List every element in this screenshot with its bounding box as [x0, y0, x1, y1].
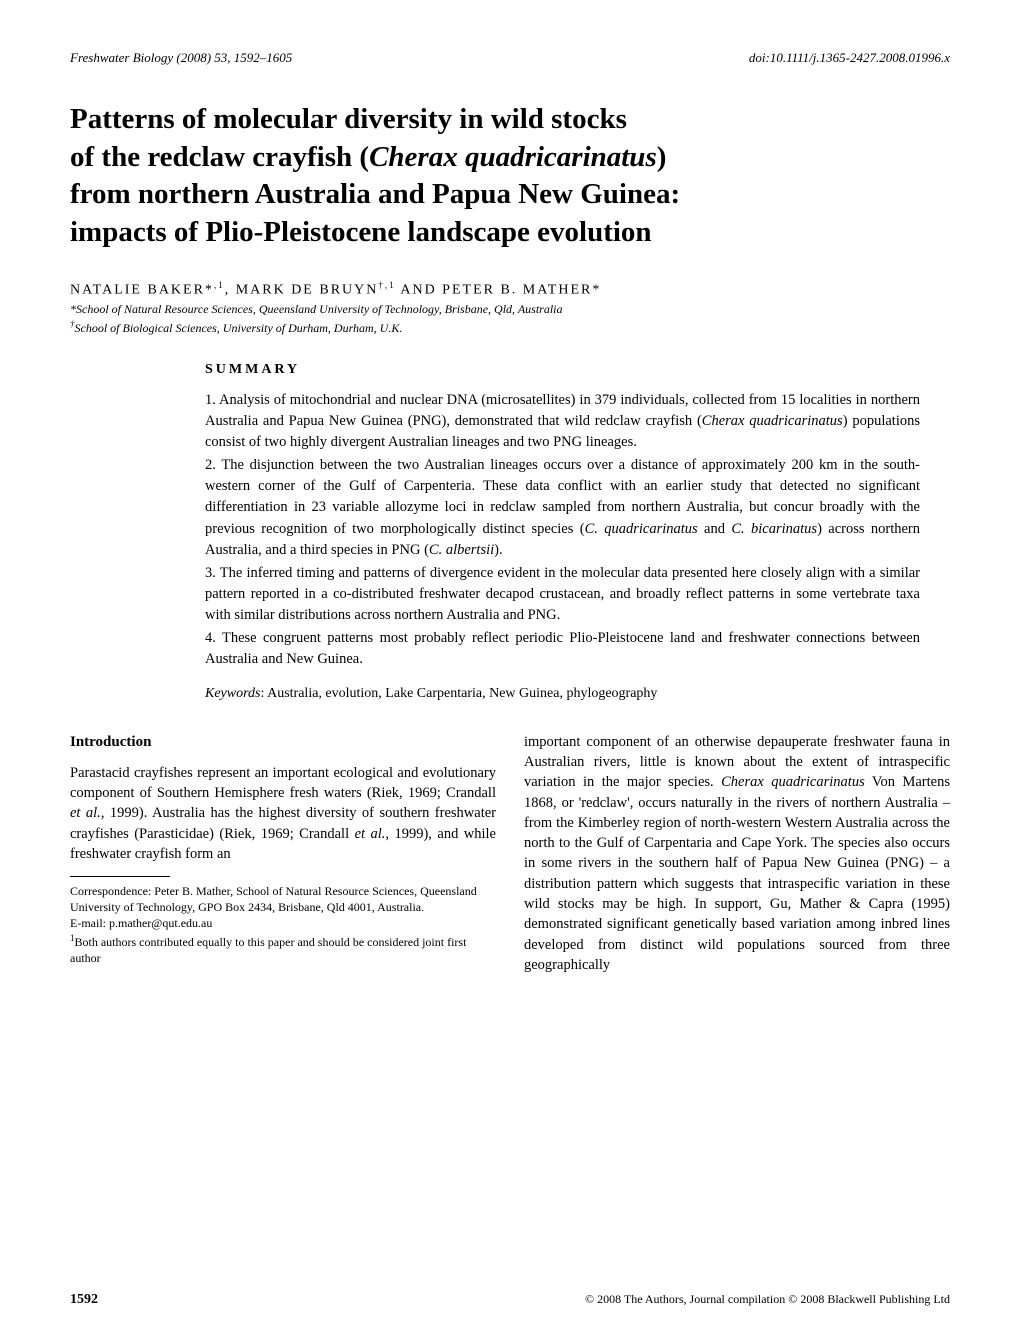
right-column: important component of an otherwise depa… — [524, 732, 950, 976]
keywords: Keywords: Australia, evolution, Lake Car… — [205, 686, 920, 702]
title-line-1: Patterns of molecular diversity in wild … — [70, 103, 627, 135]
article-title: Patterns of molecular diversity in wild … — [70, 101, 950, 252]
body-columns: Introduction Parastacid crayfishes repre… — [70, 732, 950, 976]
affiliation-1: *School of Natural Resource Sciences, Qu… — [70, 302, 950, 317]
author-contribution-footnote: 1Both authors contributed equally to thi… — [70, 932, 496, 966]
authors: NATALIE BAKER*,1, MARK DE BRUYN†,1 AND P… — [70, 280, 950, 299]
affiliation-2: †School of Biological Sciences, Universi… — [70, 319, 950, 336]
doi: doi:10.1111/j.1365-2427.2008.01996.x — [749, 50, 950, 66]
journal-citation: Freshwater Biology (2008) 53, 1592–1605 — [70, 50, 292, 66]
email-footnote: E-mail: p.mather@qut.edu.au — [70, 915, 496, 931]
summary-point-3: 3. The inferred timing and patterns of d… — [205, 563, 920, 626]
keywords-list: : Australia, evolution, Lake Carpentaria… — [260, 686, 657, 701]
summary-point-1: 1. Analysis of mitochondrial and nuclear… — [205, 390, 920, 453]
left-column: Introduction Parastacid crayfishes repre… — [70, 732, 496, 976]
title-line-4: impacts of Plio-Pleistocene landscape ev… — [70, 216, 652, 248]
summary-point-2: 2. The disjunction between the two Austr… — [205, 455, 920, 560]
intro-para-right: important component of an otherwise depa… — [524, 732, 950, 976]
intro-para-left: Parastacid crayfishes represent an impor… — [70, 763, 496, 864]
introduction-heading: Introduction — [70, 732, 496, 753]
running-header: Freshwater Biology (2008) 53, 1592–1605 … — [70, 50, 950, 66]
footnote-rule — [70, 876, 170, 877]
summary-point-4: 4. These congruent patterns most probabl… — [205, 628, 920, 670]
title-line-2: of the redclaw crayfish (Cherax quadrica… — [70, 141, 666, 173]
copyright: © 2008 The Authors, Journal compilation … — [585, 1292, 950, 1308]
page-footer: 1592 © 2008 The Authors, Journal compila… — [70, 1292, 950, 1308]
title-line-3: from northern Australia and Papua New Gu… — [70, 178, 680, 210]
keywords-label: Keywords — [205, 686, 260, 701]
correspondence-footnote: Correspondence: Peter B. Mather, School … — [70, 883, 496, 915]
page-number: 1592 — [70, 1292, 98, 1308]
summary-body: 1. Analysis of mitochondrial and nuclear… — [205, 390, 920, 669]
summary-heading: SUMMARY — [205, 362, 950, 378]
